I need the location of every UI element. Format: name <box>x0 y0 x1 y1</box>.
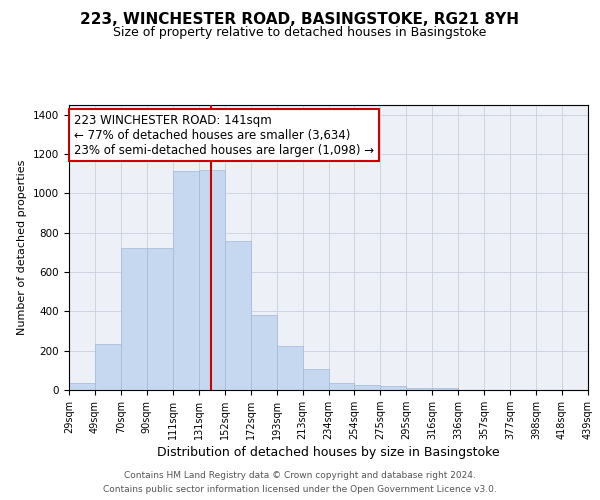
Bar <box>225 240 251 390</box>
Bar <box>173 171 199 390</box>
Bar <box>95 344 121 390</box>
Text: Size of property relative to detached houses in Basingstoke: Size of property relative to detached ho… <box>113 26 487 39</box>
Bar <box>380 386 406 390</box>
Bar <box>69 383 95 390</box>
Bar <box>433 388 458 390</box>
X-axis label: Distribution of detached houses by size in Basingstoke: Distribution of detached houses by size … <box>157 446 500 459</box>
Bar <box>277 346 302 390</box>
Bar <box>251 316 277 390</box>
Bar <box>302 370 329 390</box>
Bar <box>406 388 432 390</box>
Text: 223, WINCHESTER ROAD, BASINGSTOKE, RG21 8YH: 223, WINCHESTER ROAD, BASINGSTOKE, RG21 … <box>80 12 520 28</box>
Bar <box>329 383 355 390</box>
Bar <box>147 248 173 390</box>
Bar <box>355 385 380 390</box>
Bar <box>199 170 224 390</box>
Y-axis label: Number of detached properties: Number of detached properties <box>17 160 28 335</box>
Bar <box>121 248 147 390</box>
Text: Contains HM Land Registry data © Crown copyright and database right 2024.
Contai: Contains HM Land Registry data © Crown c… <box>103 472 497 494</box>
Text: 223 WINCHESTER ROAD: 141sqm
← 77% of detached houses are smaller (3,634)
23% of : 223 WINCHESTER ROAD: 141sqm ← 77% of det… <box>74 114 374 156</box>
